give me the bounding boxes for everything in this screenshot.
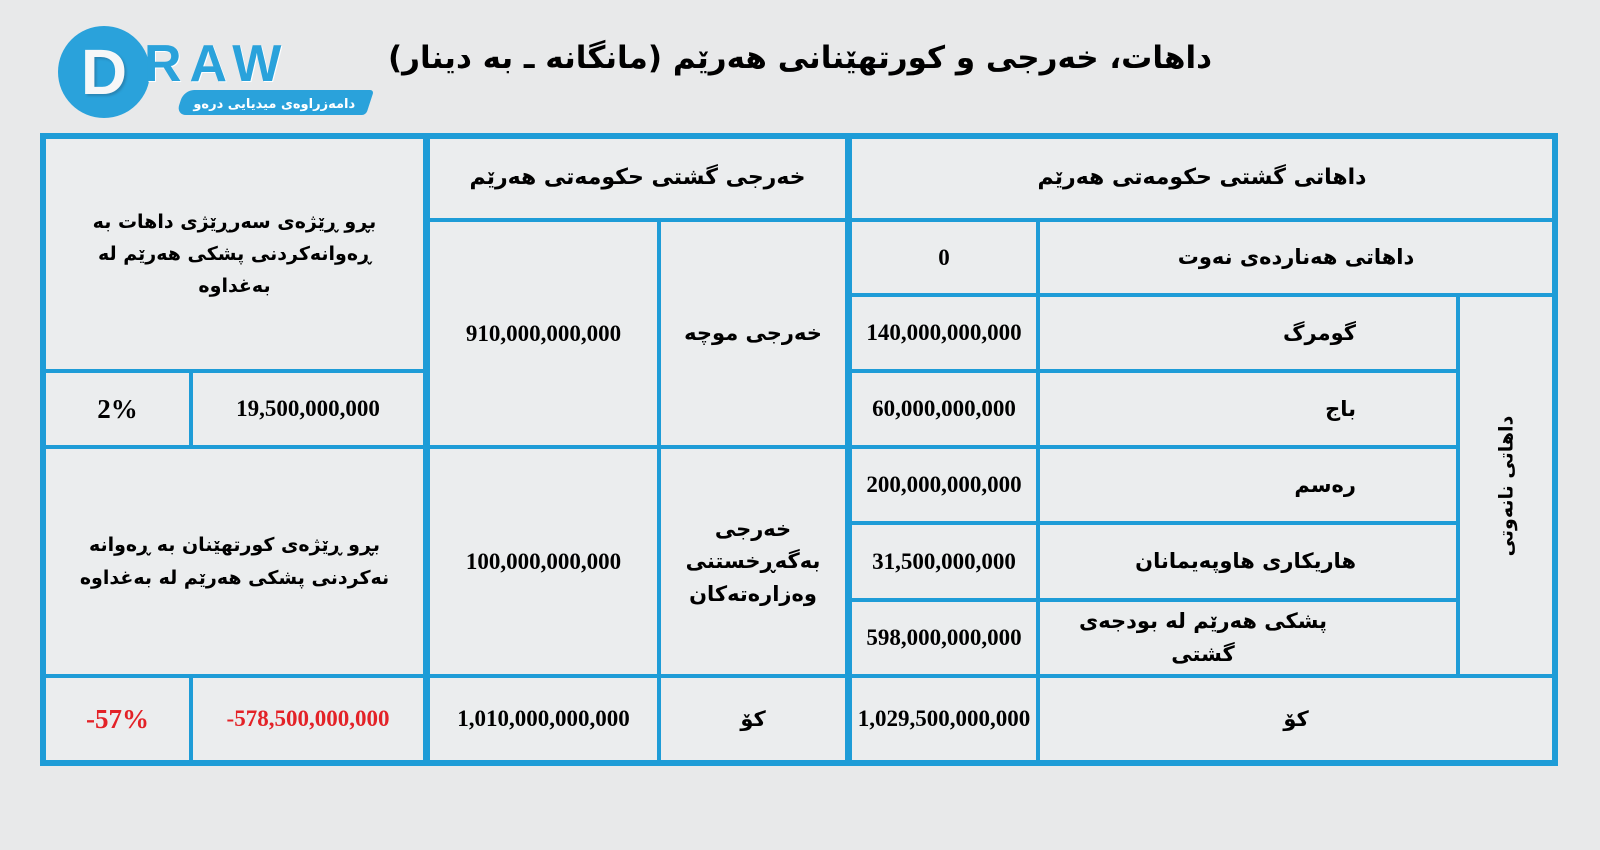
- revenue-row-value: 31,500,000,000: [852, 525, 1036, 598]
- budget-table: داهاتی گشتی حکومەتی هەرێم داهاتی هەناردە…: [40, 133, 1558, 766]
- revenue-vertical-group-label: داهاتی نانەوتی: [1460, 297, 1552, 674]
- revenue-oil-value: 0: [852, 222, 1036, 293]
- logo-d-letter: D: [80, 36, 128, 108]
- revenue-row-label: باج: [1040, 373, 1456, 445]
- expense-operating-value: 100,000,000,000: [430, 449, 657, 674]
- surplus-note: بڕو ڕێژەی سەرڕێژی داهات بە ڕەوانەکردنی پ…: [46, 139, 423, 369]
- surplus-value: 19,500,000,000: [193, 373, 423, 445]
- logo-circle-icon: D: [58, 26, 150, 118]
- expense-total-value: 1,010,000,000,000: [430, 678, 657, 760]
- expenses-header: خەرجی گشتی حکومەتی هەرێم: [430, 139, 845, 218]
- revenue-row-value: 598,000,000,000: [852, 602, 1036, 674]
- surplus-percent: 2%: [46, 373, 189, 445]
- logo-tagline-banner: دامەزراوەی میدیایی درەو: [175, 90, 374, 115]
- revenue-row-label: پشکی هەرێم لە بودجەی گشتی: [1040, 602, 1456, 674]
- revenue-oil-label: داهاتی هەناردەی نەوت: [1040, 222, 1552, 293]
- non-oil-revenue-label: داهاتی نانەوتی: [1494, 415, 1517, 556]
- expense-salary-label: خەرجی موچە: [661, 222, 845, 445]
- expenses-section: خەرجی گشتی حکومەتی هەرێم خەرجی موچە 910,…: [430, 139, 845, 760]
- revenue-row-value: 140,000,000,000: [852, 297, 1036, 369]
- revenue-row-label: رەسم: [1040, 449, 1456, 521]
- deficit-percent: -57%: [46, 678, 189, 760]
- deficit-note: بڕو ڕێژەی کورتهێنان بە ڕەوانە نەکردنی پش…: [46, 449, 423, 674]
- revenue-total-value: 1,029,500,000,000: [852, 678, 1036, 760]
- expense-operating-label: خەرجی بەگەڕخستنی وەزارەتەکان: [661, 449, 845, 674]
- logo-tagline: دامەزراوەی میدیایی درەو: [193, 97, 356, 112]
- expense-total-label: کۆ: [661, 678, 845, 760]
- revenue-section: داهاتی گشتی حکومەتی هەرێم داهاتی هەناردە…: [852, 139, 1552, 760]
- revenue-row-value: 60,000,000,000: [852, 373, 1036, 445]
- revenue-total-label: کۆ: [1040, 678, 1552, 760]
- logo-raw-text: RAW: [144, 35, 290, 93]
- revenue-header: داهاتی گشتی حکومەتی هەرێم: [852, 139, 1552, 218]
- draw-logo: D RAW دامەزراوەی میدیایی درەو: [52, 16, 374, 121]
- balance-section: بڕو ڕێژەی سەرڕێژی داهات بە ڕەوانەکردنی پ…: [46, 139, 423, 760]
- revenue-row-label: هاریکاری هاوپەیمانان: [1040, 525, 1456, 598]
- page-title: داهات، خەرجی و کورتهێنانی هەرێم (مانگانە…: [388, 40, 1212, 76]
- revenue-row-value: 200,000,000,000: [852, 449, 1036, 521]
- revenue-row-label: گومرگ: [1040, 297, 1456, 369]
- deficit-value: -578,500,000,000: [193, 678, 423, 760]
- expense-salary-value: 910,000,000,000: [430, 222, 657, 445]
